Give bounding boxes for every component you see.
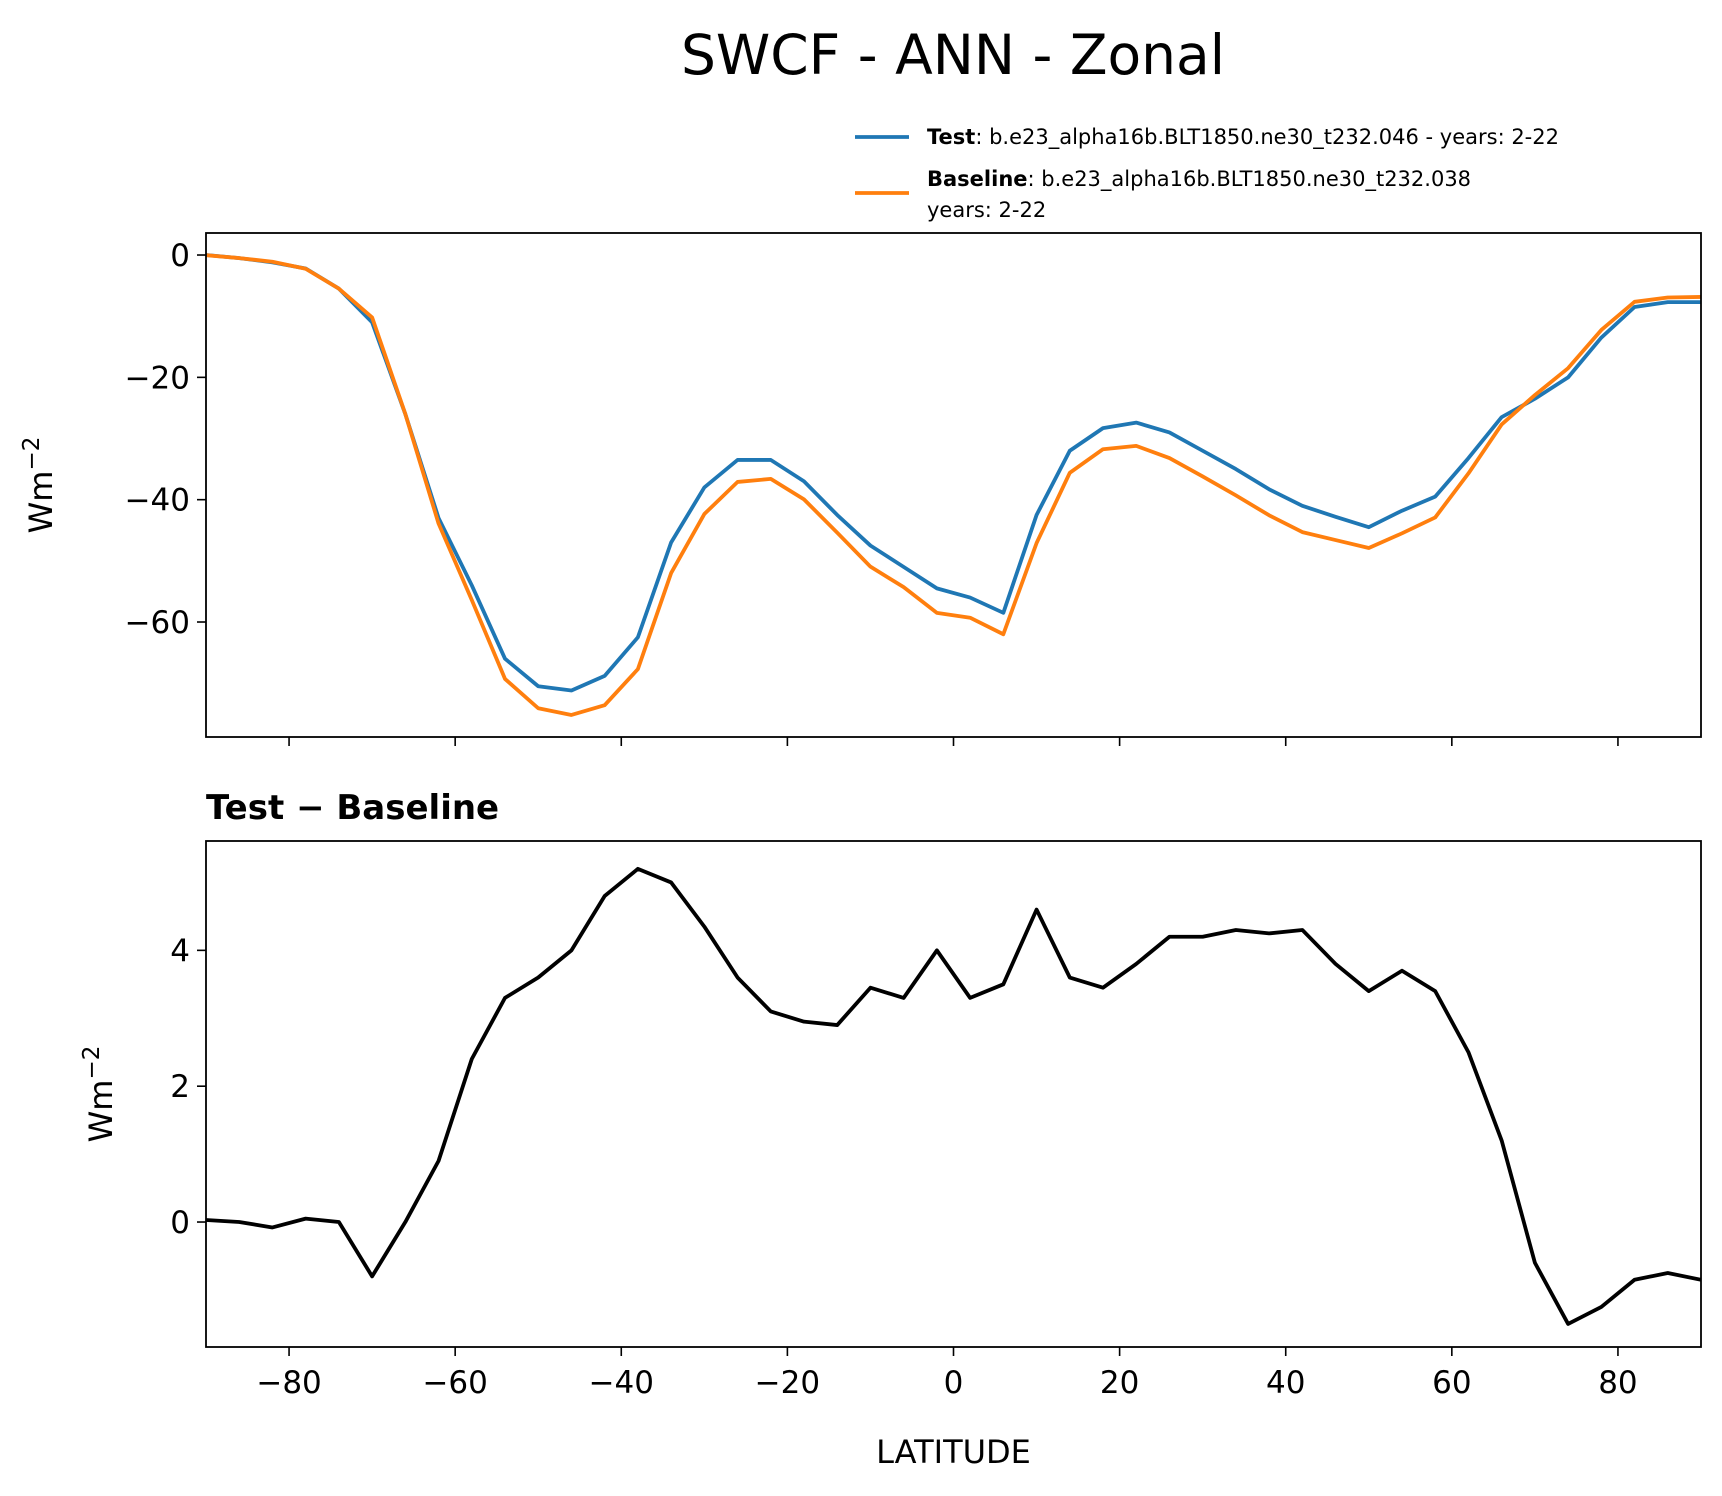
x-tick-label: 0	[944, 1365, 964, 1401]
y-tick-label: 0	[170, 1205, 190, 1241]
legend-label: Baseline: b.e23_alpha16b.BLT1850.ne30_t2…	[927, 167, 1471, 192]
x-tick-label: 80	[1598, 1365, 1637, 1401]
y-tick-label: −40	[125, 483, 190, 519]
legend-label: years: 2-22	[927, 198, 1046, 222]
y-axis-label: Wm−2	[79, 1046, 120, 1143]
x-tick-label: 20	[1100, 1365, 1139, 1401]
x-axis-label: LATITUDE	[876, 1433, 1031, 1471]
x-tick-label: 60	[1432, 1365, 1471, 1401]
y-tick-label: −60	[125, 605, 190, 641]
data-line	[206, 253, 1701, 693]
y-tick-label: −20	[125, 360, 190, 396]
y-axis-label-exponent: −2	[19, 437, 45, 471]
y-tick-label: 4	[170, 933, 190, 969]
data-line	[206, 866, 1701, 1326]
axes-frame	[205, 840, 1702, 1348]
axes-frame	[205, 232, 1702, 738]
x-tick-label: 40	[1266, 1365, 1305, 1401]
legend-label: Test: b.e23_alpha16b.BLT1850.ne30_t232.0…	[927, 125, 1559, 150]
y-axis-label: Wm−2	[19, 437, 60, 534]
x-tick-label: −20	[755, 1365, 820, 1401]
subplot-title: Test − Baseline	[206, 788, 499, 828]
x-tick-label: −60	[422, 1365, 487, 1401]
y-tick-label: 2	[170, 1069, 190, 1105]
y-axis-label-unit: Wm	[22, 471, 60, 534]
y-axis-label-exponent: −2	[79, 1046, 105, 1080]
x-tick-label: −40	[589, 1365, 654, 1401]
legend-description: : b.e23_alpha16b.BLT1850.ne30_t232.046 -…	[975, 125, 1559, 150]
y-axis-label-unit: Wm	[82, 1080, 120, 1143]
legend-series-name: Baseline	[927, 167, 1028, 191]
figure-title: SWCF - ANN - Zonal	[681, 23, 1225, 87]
y-tick-label: 0	[170, 238, 190, 274]
legend-description: : b.e23_alpha16b.BLT1850.ne30_t232.038	[1028, 167, 1472, 192]
x-tick-label: −80	[256, 1365, 321, 1401]
legend-description: years: 2-22	[927, 198, 1046, 222]
data-line	[206, 253, 1701, 717]
legend-series-name: Test	[927, 125, 975, 149]
